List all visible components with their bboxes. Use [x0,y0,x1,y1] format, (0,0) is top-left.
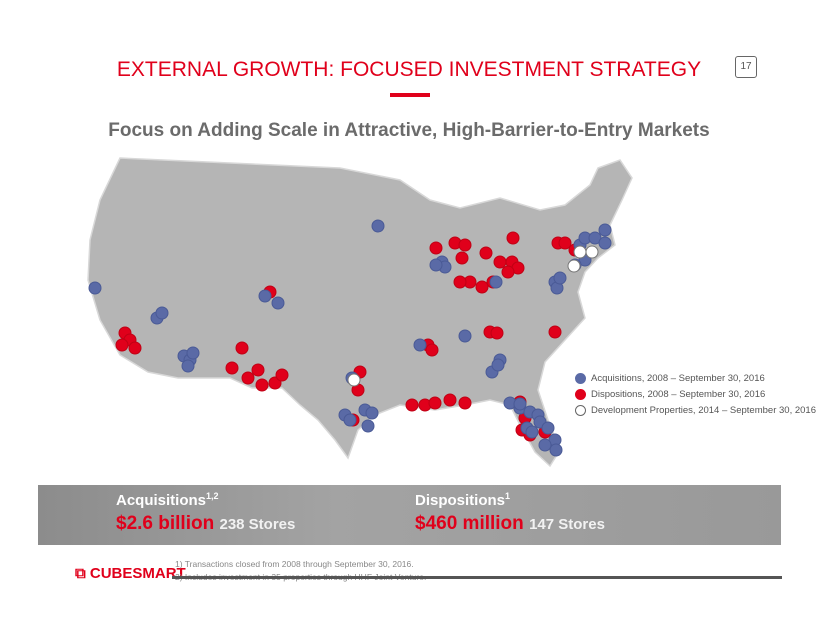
summary-band: Acquisitions1,2 $2.6 billion 238 Stores … [38,485,781,545]
dispositions-summary: Dispositions1 $460 million 147 Stores [415,491,605,534]
disposition-marker [428,396,442,410]
disposition-marker [490,326,504,340]
acquisition-marker [489,275,503,289]
acquisition-marker [513,397,527,411]
acquisition-marker [88,281,102,295]
acquisitions-amount: $2.6 billion [116,513,215,534]
us-outline [87,157,633,468]
slide-title: EXTERNAL GROWTH: FOCUSED INVESTMENT STRA… [116,58,702,81]
acquisition-marker [186,346,200,360]
cubesmart-logo: ⧉ CUBESMART [75,565,186,582]
acquisition-marker [155,306,169,320]
acquisition-marker [271,296,285,310]
acquisition-marker [458,329,472,343]
legend-item-dispositions: Dispositions, 2008 – September 30, 2016 [575,386,816,402]
acquisition-marker [361,419,375,433]
acquisition-marker [598,236,612,250]
disposition-marker [443,393,457,407]
disposition-marker [493,255,507,269]
acquisition-marker [429,258,443,272]
disposition-marker [475,280,489,294]
development-marker [567,259,581,273]
disposition-marker [453,275,467,289]
acquisition-marker [491,358,505,372]
footer-rule [172,576,782,579]
disposition-marker [275,368,289,382]
disposition-marker [458,396,472,410]
disposition-marker [429,241,443,255]
disposition-marker [455,251,469,265]
acquisition-marker [258,289,272,303]
development-marker [347,373,361,387]
disposition-marker [128,341,142,355]
disposition-marker [225,361,239,375]
disposition-marker [506,231,520,245]
disposition-marker [558,236,572,250]
disposition-marker [425,343,439,357]
acquisition-marker [598,223,612,237]
dispositions-amount: $460 million [415,513,524,534]
disposition-marker [548,325,562,339]
slide-subtitle: Focus on Adding Scale in Attractive, Hig… [108,120,710,141]
legend-item-development: Development Properties, 2014 – September… [575,402,816,418]
acquisition-marker [413,338,427,352]
disposition-marker [458,238,472,252]
legend-item-acquisitions: Acquisitions, 2008 – September 30, 2016 [575,370,816,386]
development-marker [573,245,587,259]
us-map [87,157,633,468]
disposition-marker [255,378,269,392]
acquisition-marker [365,406,379,420]
disposition-marker [251,363,265,377]
acquisitions-summary: Acquisitions1,2 $2.6 billion 238 Stores [116,491,296,534]
disposition-marker [241,371,255,385]
title-underline [390,93,430,97]
disposition-marker [479,246,493,260]
disposition-marker [115,338,129,352]
disposition-marker [235,341,249,355]
page-number: 17 [735,56,757,78]
acquisition-marker [343,413,357,427]
acquisition-marker [538,438,552,452]
disposition-marker [501,265,515,279]
acquisition-marker [371,219,385,233]
acquisition-marker [553,271,567,285]
acquisition-marker [549,443,563,457]
acquisition-marker [181,359,195,373]
footnotes: 1) Transactions closed from 2008 through… [175,559,426,582]
development-marker [585,245,599,259]
map-legend: Acquisitions, 2008 – September 30, 2016 … [575,370,816,418]
acquisition-marker [525,425,539,439]
acquisition-marker [541,421,555,435]
disposition-marker [405,398,419,412]
